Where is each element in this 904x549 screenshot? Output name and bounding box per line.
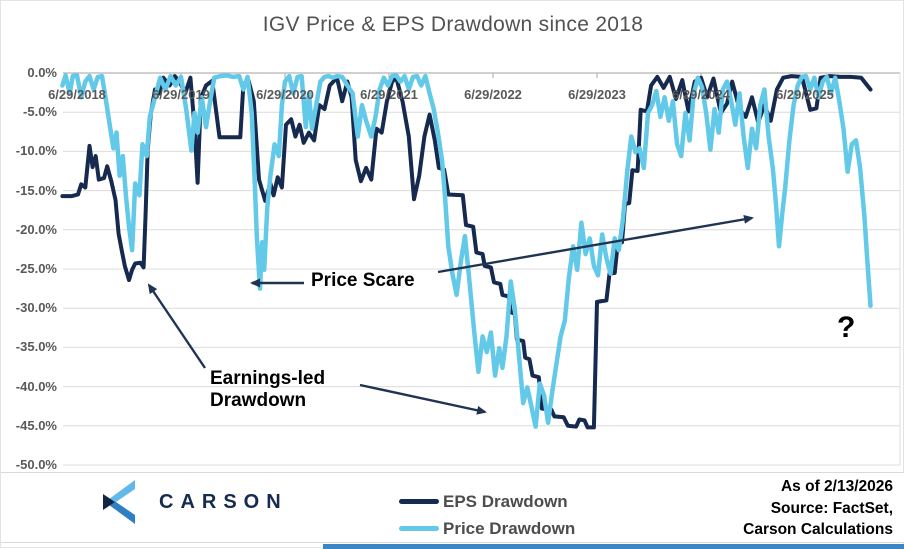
y-axis-label: -10.0% bbox=[15, 143, 57, 159]
y-axis-label: -40.0% bbox=[15, 378, 57, 394]
x-axis-label: 6/29/2024 bbox=[672, 87, 730, 102]
earnings-led-line1: Earnings-led bbox=[210, 368, 326, 389]
eps-legend-label: EPS Drawdown bbox=[443, 491, 568, 511]
source-note: As of 2/13/2026 Source: FactSet, Carson … bbox=[743, 476, 893, 541]
x-axis-label: 6/29/2025 bbox=[776, 87, 834, 102]
drawdown-line-chart bbox=[60, 72, 901, 466]
y-axis-label: -45.0% bbox=[15, 417, 57, 433]
annotation-arrows bbox=[147, 214, 754, 415]
price-legend-label: Price Drawdown bbox=[443, 518, 576, 538]
eps-legend-swatch bbox=[399, 499, 439, 504]
y-axis-label: -50.0% bbox=[15, 457, 57, 472]
carson-logo: CARSON bbox=[101, 479, 288, 525]
footer-band: CARSON EPS Drawdown Price Drawdown As of… bbox=[1, 472, 904, 543]
legend-row-eps: EPS Drawdown bbox=[399, 488, 575, 515]
chart-title: IGV Price & EPS Drawdown since 2018 bbox=[262, 13, 644, 36]
chart-legend: EPS Drawdown Price Drawdown bbox=[399, 488, 575, 542]
x-axis-label: 6/29/2019 bbox=[152, 87, 210, 102]
source-line1: Source: FactSet, bbox=[770, 499, 893, 517]
source-line2: Carson Calculations bbox=[743, 521, 893, 538]
y-axis-label: -25.0% bbox=[15, 261, 57, 276]
price-drawdown-line bbox=[60, 73, 873, 429]
y-axis-label: -20.0% bbox=[15, 221, 57, 237]
x-axis-label: 6/29/2020 bbox=[256, 87, 314, 102]
y-axis-label: -5.0% bbox=[23, 104, 57, 120]
carson-logo-text: CARSON bbox=[159, 490, 288, 513]
y-axis-label: -30.0% bbox=[15, 300, 57, 316]
legend-row-price: Price Drawdown bbox=[399, 515, 575, 542]
as-of-date: As of 2/13/2026 bbox=[780, 478, 893, 495]
y-axis-label: 0.0% bbox=[27, 65, 57, 80]
y-axis-label: -35.0% bbox=[15, 339, 57, 355]
x-axis-label: 6/29/2022 bbox=[464, 87, 522, 102]
y-axis-label: -15.0% bbox=[15, 182, 57, 198]
earnings-led-annotation: Earnings-led Drawdown bbox=[210, 368, 325, 412]
gridlines bbox=[63, 72, 901, 466]
price-scare-annotation: Price Scare bbox=[311, 270, 415, 291]
x-axis-label: 6/29/2021 bbox=[360, 87, 418, 102]
bottom-accent-bar bbox=[323, 544, 904, 549]
price-legend-swatch bbox=[399, 526, 439, 531]
question-mark-annotation: ? bbox=[837, 311, 856, 344]
earnings-led-line2: Drawdown bbox=[210, 390, 307, 411]
x-axis-label: 6/29/2018 bbox=[48, 87, 106, 102]
carson-logo-icon bbox=[103, 480, 135, 524]
x-axis-label: 6/29/2023 bbox=[568, 87, 626, 102]
